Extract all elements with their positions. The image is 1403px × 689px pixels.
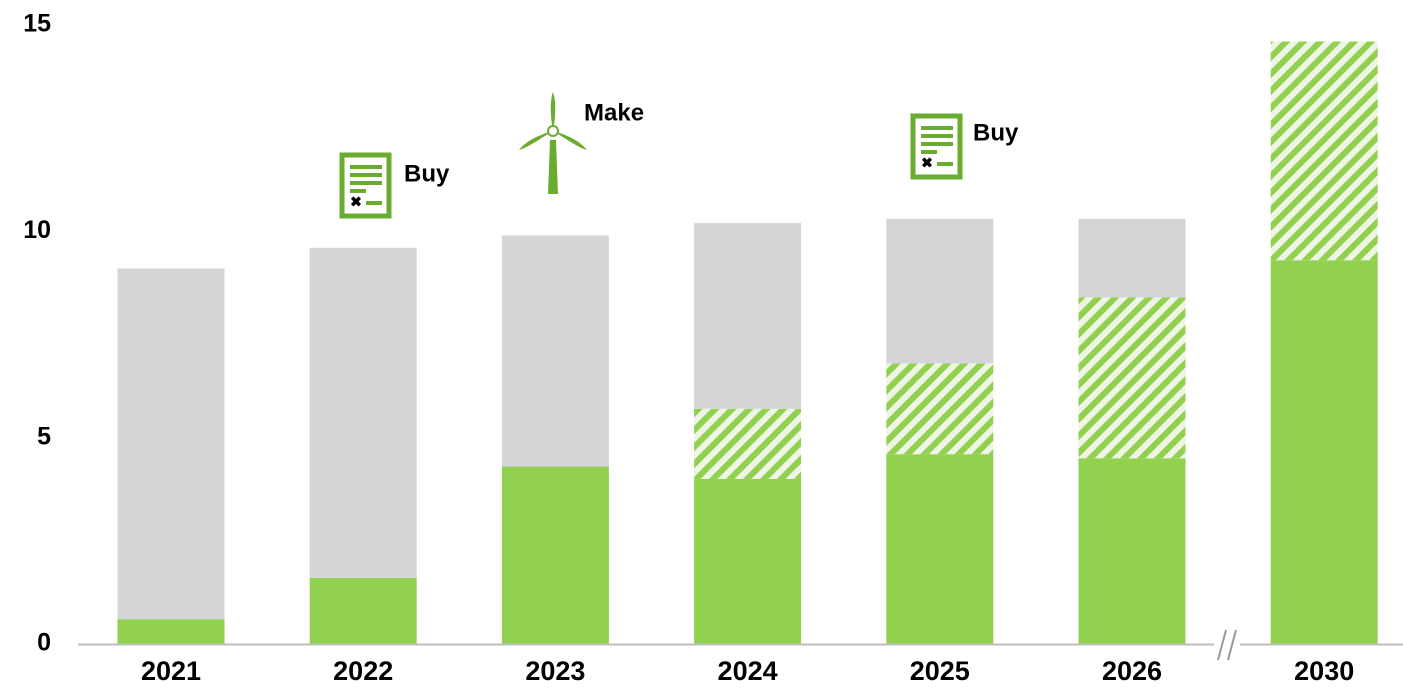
bar-segment <box>886 363 994 455</box>
x-tick-label: 2023 <box>525 656 585 686</box>
y-tick-label: 15 <box>23 10 51 38</box>
bar-segment <box>117 619 225 644</box>
bar-segment <box>1078 218 1186 298</box>
bar-segment <box>1270 41 1378 261</box>
annotation: Buy <box>404 160 450 187</box>
contract-icon: ✖ <box>910 113 963 180</box>
bar-segment <box>886 218 994 364</box>
svg-text:✖: ✖ <box>921 155 933 171</box>
y-tick-label: 5 <box>37 422 51 450</box>
x-tick-label: 2025 <box>910 656 970 686</box>
bar-segment <box>309 577 417 644</box>
x-tick-label: 2021 <box>141 656 201 686</box>
bar-segment <box>501 235 609 467</box>
bar-segment <box>501 466 609 644</box>
bar-segment <box>117 268 225 620</box>
bar-segment <box>1270 260 1378 644</box>
bar-segment <box>1078 297 1186 459</box>
annotation: Make <box>584 99 644 126</box>
annotation: Buy <box>973 119 1019 146</box>
x-tick-label: 2024 <box>718 656 778 686</box>
bars <box>117 41 1378 644</box>
bar-segment <box>309 247 417 578</box>
bar-segment <box>694 223 802 409</box>
x-tick-label: 2022 <box>333 656 393 686</box>
axis-break <box>1214 629 1240 661</box>
contract-icon: ✖ <box>339 152 392 219</box>
x-tick-label: 2026 <box>1102 656 1162 686</box>
bar-segment <box>694 478 802 644</box>
x-tick-label: 2030 <box>1294 656 1354 686</box>
y-tick-label: 0 <box>37 629 51 657</box>
bar-segment <box>886 454 994 644</box>
bar-segment <box>694 408 802 479</box>
svg-text:✖: ✖ <box>350 194 362 210</box>
y-tick-label: 10 <box>23 216 51 244</box>
turbine-icon <box>519 92 587 194</box>
bar-segment <box>1078 458 1186 644</box>
